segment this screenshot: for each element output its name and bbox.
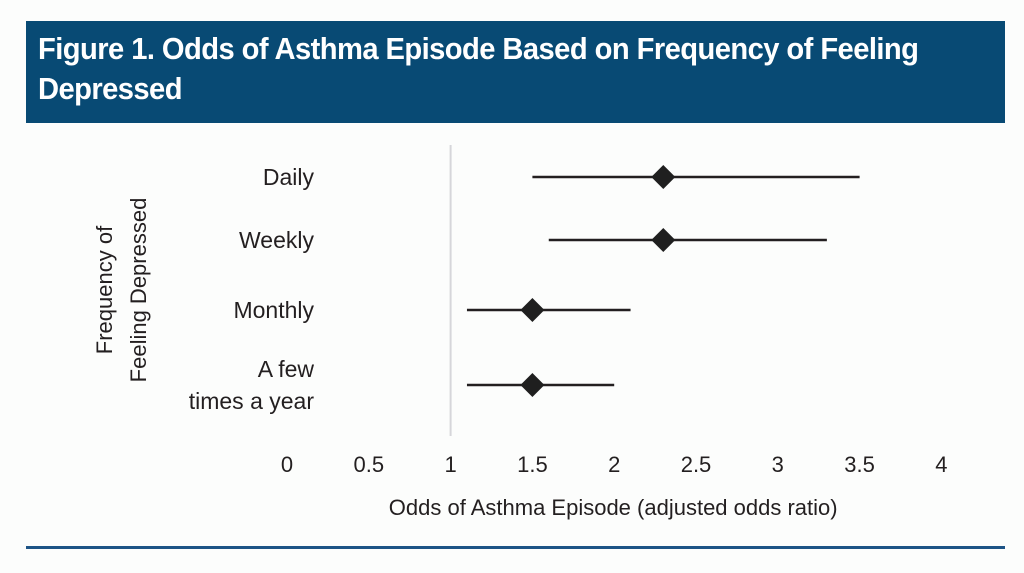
estimate-diamond-2 (520, 298, 545, 322)
x-axis-label: Odds of Asthma Episode (adjusted odds ra… (389, 495, 838, 520)
x-tick-label-4: 2 (608, 452, 620, 477)
x-tick-label-3: 1.5 (517, 452, 548, 477)
x-tick-label-1: 0.5 (354, 452, 385, 477)
figure-header: Figure 1. Odds of Asthma Episode Based o… (26, 21, 1005, 123)
category-label-2: Monthly (233, 297, 314, 323)
category-label-1: Weekly (239, 227, 314, 253)
category-label-3-line-1: times a year (189, 388, 315, 414)
x-tick-label-2: 1 (444, 452, 456, 477)
x-tick-label-0: 0 (281, 452, 293, 477)
x-tick-label-8: 4 (935, 452, 947, 477)
x-tick-label-7: 3.5 (844, 452, 875, 477)
bottom-divider (26, 546, 1005, 549)
estimate-diamond-3 (520, 373, 545, 397)
x-tick-label-5: 2.5 (681, 452, 712, 477)
estimate-diamond-0 (651, 165, 676, 189)
x-tick-label-6: 3 (772, 452, 784, 477)
category-label-0: Daily (263, 164, 315, 190)
figure-title: Figure 1. Odds of Asthma Episode Based o… (38, 31, 919, 106)
estimate-diamond-1 (651, 228, 676, 252)
category-label-3-line-0: A few (258, 356, 315, 382)
